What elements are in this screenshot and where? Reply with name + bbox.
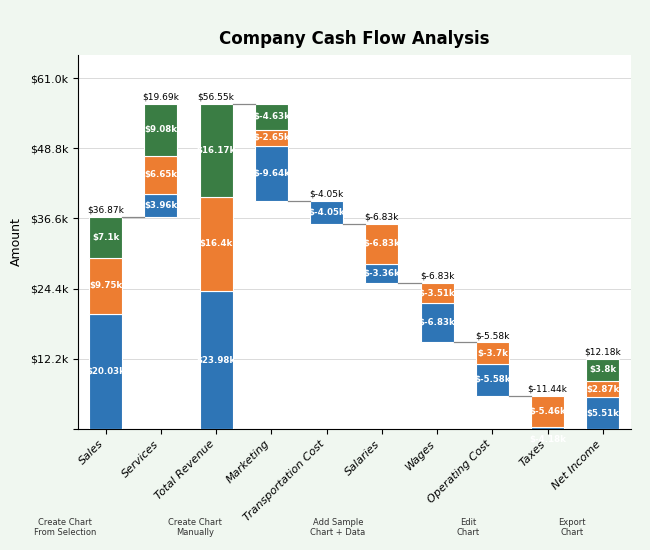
Text: $-4.63k: $-4.63k <box>253 112 290 122</box>
Text: $-4.05k: $-4.05k <box>309 190 344 199</box>
Bar <box>310 201 343 224</box>
Title: Company Cash Flow Analysis: Company Cash Flow Analysis <box>219 30 489 48</box>
Text: $-2.65k: $-2.65k <box>253 134 290 142</box>
Text: $3.96k: $3.96k <box>144 201 177 210</box>
Bar <box>255 130 288 146</box>
Text: $-5.46k: $-5.46k <box>529 407 566 416</box>
Y-axis label: Amount: Amount <box>10 218 23 266</box>
Text: $-5.58k: $-5.58k <box>475 331 510 340</box>
Bar <box>586 359 619 381</box>
Text: $16.17k: $16.17k <box>196 146 236 155</box>
Text: $-11.44k: $-11.44k <box>528 384 567 393</box>
Text: $-9.64k: $-9.64k <box>253 169 290 178</box>
Text: $23.98k: $23.98k <box>196 355 236 365</box>
Bar <box>476 364 509 396</box>
Bar <box>144 156 177 194</box>
Text: $7.1k: $7.1k <box>92 233 120 241</box>
Text: $9.08k: $9.08k <box>144 125 177 134</box>
Bar <box>89 314 122 429</box>
Bar <box>421 283 454 303</box>
Text: $-6.83k: $-6.83k <box>419 318 456 327</box>
Text: $-4.05k: $-4.05k <box>308 208 345 217</box>
Text: Create Chart
From Selection: Create Chart From Selection <box>34 518 96 537</box>
Text: $5.51k: $5.51k <box>586 409 619 417</box>
Bar <box>200 197 233 291</box>
Text: $2.87k: $2.87k <box>586 384 619 394</box>
Bar <box>531 427 564 451</box>
Text: $-4.18k: $-4.18k <box>529 434 566 444</box>
Text: $36.87k: $36.87k <box>87 206 124 214</box>
Text: $-3.36k: $-3.36k <box>363 269 400 278</box>
Text: $9.75k: $9.75k <box>89 281 122 290</box>
Text: Edit
Chart: Edit Chart <box>456 518 480 537</box>
Bar <box>255 146 288 201</box>
Text: $12.18k: $12.18k <box>584 348 621 356</box>
Bar <box>144 103 177 156</box>
Bar <box>200 291 233 429</box>
Bar <box>200 103 233 197</box>
Text: $-6.83k: $-6.83k <box>420 272 454 280</box>
Text: $-6.83k: $-6.83k <box>365 213 399 222</box>
Text: Add Sample
Chart + Data: Add Sample Chart + Data <box>311 518 365 537</box>
Text: $19.69k: $19.69k <box>142 92 179 101</box>
Text: Create Chart
Manually: Create Chart Manually <box>168 518 222 537</box>
Bar <box>586 397 619 429</box>
Text: $20.03k: $20.03k <box>86 367 125 376</box>
Text: $16.4k: $16.4k <box>200 239 233 249</box>
Bar <box>476 343 509 364</box>
Bar <box>586 381 619 397</box>
Bar <box>89 257 122 314</box>
Text: $-5.58k: $-5.58k <box>474 375 511 384</box>
Text: $3.8k: $3.8k <box>590 365 616 375</box>
Bar <box>365 224 398 263</box>
Bar <box>255 103 288 130</box>
Text: $-3.7k: $-3.7k <box>477 349 508 358</box>
Bar <box>421 303 454 343</box>
Bar <box>144 194 177 217</box>
Text: $-3.51k: $-3.51k <box>419 289 456 298</box>
Text: $6.65k: $6.65k <box>144 170 177 179</box>
Bar <box>89 217 122 257</box>
Bar <box>365 263 398 283</box>
Text: Export
Chart: Export Chart <box>558 518 586 537</box>
Text: $56.55k: $56.55k <box>198 92 235 101</box>
Bar <box>531 396 564 427</box>
Text: $-6.83k: $-6.83k <box>363 239 400 249</box>
